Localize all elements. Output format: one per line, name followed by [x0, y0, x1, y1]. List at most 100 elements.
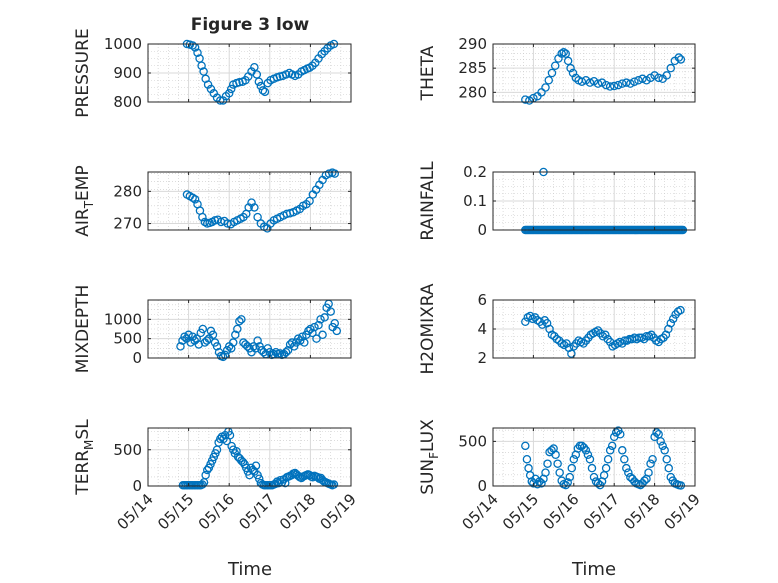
data-point [569, 454, 579, 464]
y-tick-label: 800 [113, 93, 142, 111]
data-point [652, 428, 661, 437]
data-point [226, 84, 236, 94]
data-point [249, 342, 258, 351]
y-axis-label-main: AIR [73, 208, 93, 237]
data-point [644, 468, 653, 477]
data-point [283, 346, 293, 355]
plot-area [148, 172, 351, 230]
y-axis-label-tail: SL [73, 419, 93, 440]
data-point [577, 77, 587, 86]
data-point [613, 80, 623, 90]
data-point [218, 352, 228, 362]
x-axis-label-right: Time [571, 559, 616, 580]
data-point [541, 468, 550, 477]
y-axis-label-subscript: M [82, 440, 96, 450]
y-axis-label: AIRTEMP [73, 165, 96, 236]
data-point [198, 212, 207, 222]
y-axis-label-subscript: F [427, 452, 441, 459]
data-point [630, 77, 639, 86]
data-point [250, 62, 259, 72]
data-point [616, 429, 625, 439]
y-axis-label-main: H2OMIXRA [418, 283, 438, 374]
data-point [553, 459, 562, 468]
y-tick-label: 0.1 [463, 192, 487, 210]
data-point [521, 317, 530, 326]
y-tick-label: 0 [477, 221, 487, 239]
data-point [233, 324, 242, 334]
y-tick-label: 900 [113, 64, 142, 82]
y-tick-label: 500 [458, 432, 487, 450]
data-point [559, 47, 568, 57]
data-point [666, 318, 676, 328]
data-point [585, 454, 595, 464]
data-point [601, 80, 611, 90]
data-point [543, 459, 552, 468]
data-point [567, 349, 576, 358]
data-point [206, 84, 216, 94]
data-point [300, 338, 309, 347]
y-tick-label: 0 [477, 477, 487, 495]
data-point [521, 95, 530, 104]
data-point [622, 78, 631, 87]
y-tick-label: 0.2 [463, 163, 487, 181]
data-point [544, 76, 554, 85]
data-point [581, 446, 591, 455]
data-point [620, 454, 629, 464]
x-tick-label: 05/14 [114, 490, 157, 533]
y-axis-label: SUNFLUX [418, 419, 441, 495]
data-point [216, 96, 225, 105]
x-tick-label: 05/15 [154, 490, 197, 533]
y-axis-label-tail: EMP [73, 165, 93, 201]
data-point [537, 479, 546, 488]
data-point [235, 317, 244, 326]
data-point [658, 441, 667, 451]
data-point [660, 446, 669, 455]
x-tick-label: 05/14 [459, 490, 502, 533]
subplot-air_temp: 270 280 AIRTEMP [73, 165, 352, 237]
x-tick-label: 05/18 [620, 490, 663, 533]
data-point [201, 470, 210, 480]
y-axis-label-main: RAINFALL [418, 161, 438, 241]
y-tick-label: 2 [477, 349, 487, 367]
axes-box [492, 427, 696, 487]
y-axis-label: PRESSURE [73, 28, 93, 117]
data-point [326, 307, 335, 316]
data-point [662, 71, 671, 80]
data-point [281, 347, 291, 357]
subplot-h2omixra: 2 4 6 H2OMIXRA [418, 283, 696, 375]
subplot-terr_msl: 0 500 TERRMSL 05/1405/1505/1605/1705/1805/1… [73, 419, 360, 534]
data-point [176, 342, 185, 351]
data-point [529, 479, 538, 488]
data-point [318, 330, 327, 340]
data-point [190, 195, 200, 204]
y-axis-label-subscript: T [82, 200, 96, 209]
data-point [237, 315, 246, 324]
data-point [180, 332, 189, 341]
data-point [258, 86, 268, 95]
data-point [229, 338, 238, 347]
data-point [260, 87, 270, 97]
y-tick-label: 500 [113, 441, 142, 459]
data-point [310, 322, 319, 332]
x-tick-label: 05/16 [195, 490, 238, 533]
data-point [293, 334, 303, 343]
data-point [198, 480, 207, 489]
x-tick-label: 05/18 [276, 490, 319, 533]
data-point [253, 336, 262, 345]
data-point [243, 342, 252, 351]
data-point [225, 430, 235, 440]
data-point [668, 314, 678, 324]
data-point [251, 461, 261, 470]
data-point [605, 446, 615, 455]
y-tick-label: 270 [113, 215, 142, 233]
data-point [547, 68, 557, 78]
data-point [541, 83, 550, 92]
data-point [664, 463, 673, 473]
x-tick-label: 05/17 [235, 490, 278, 533]
data-point [184, 330, 193, 340]
data-point [232, 446, 241, 456]
data-point [330, 318, 340, 328]
data-point [666, 63, 676, 73]
